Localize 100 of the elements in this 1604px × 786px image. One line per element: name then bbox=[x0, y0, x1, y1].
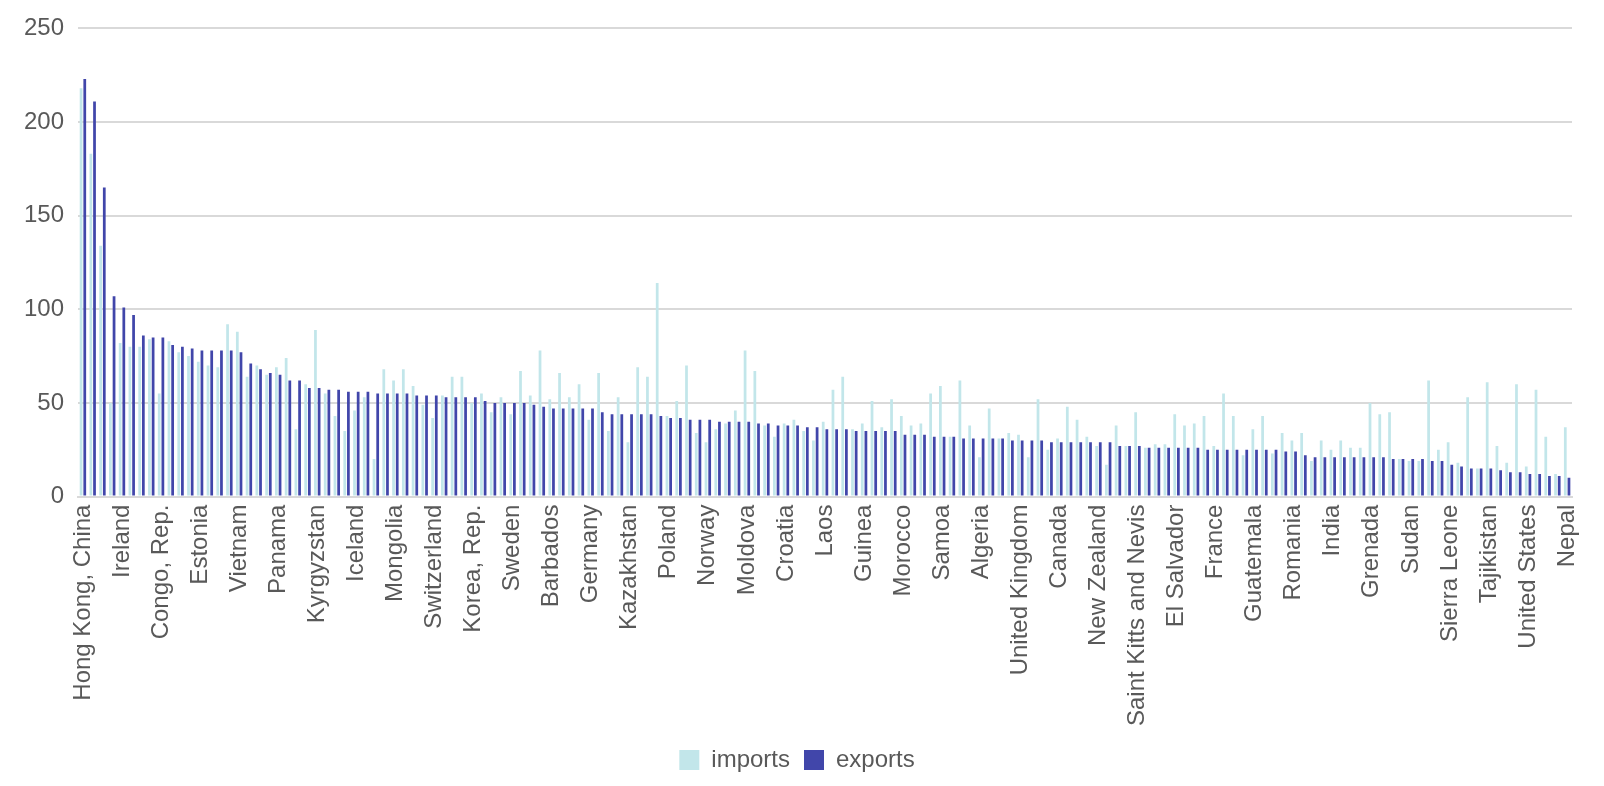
bar bbox=[1225, 449, 1229, 496]
x-tick-label: Guinea bbox=[848, 503, 876, 582]
bar bbox=[1118, 446, 1122, 496]
bar bbox=[1251, 429, 1255, 496]
bar bbox=[171, 344, 175, 496]
x-tick-label: Norway bbox=[692, 504, 720, 586]
bar bbox=[1095, 446, 1098, 496]
bar bbox=[1554, 474, 1557, 496]
bar bbox=[1343, 457, 1346, 496]
bar bbox=[841, 376, 845, 496]
bar bbox=[314, 329, 317, 496]
x-tick-label: El Salvador bbox=[1161, 504, 1189, 628]
bar bbox=[1280, 432, 1284, 496]
bar bbox=[932, 436, 936, 496]
bar bbox=[1476, 468, 1479, 496]
bar bbox=[259, 369, 262, 496]
bar bbox=[1499, 470, 1502, 496]
bar bbox=[1446, 442, 1450, 496]
bar bbox=[786, 425, 790, 496]
bar bbox=[181, 346, 184, 496]
bar bbox=[991, 438, 995, 496]
bar bbox=[1085, 436, 1089, 496]
bar bbox=[825, 429, 829, 496]
bar bbox=[89, 153, 93, 496]
x-tick-label: United States bbox=[1512, 504, 1540, 649]
bar bbox=[376, 393, 380, 496]
bar bbox=[489, 412, 493, 496]
bar bbox=[1427, 380, 1430, 496]
legend-label: imports bbox=[711, 744, 790, 772]
bar bbox=[401, 369, 405, 496]
bar bbox=[1294, 451, 1297, 496]
bar bbox=[679, 417, 682, 496]
bar bbox=[337, 389, 341, 496]
bar bbox=[558, 372, 561, 496]
x-tick-label: Algeria bbox=[965, 503, 993, 580]
y-tick-label: 250 bbox=[24, 13, 65, 41]
bar bbox=[1460, 466, 1463, 496]
bar bbox=[1303, 455, 1307, 496]
bar bbox=[1212, 446, 1216, 496]
bar bbox=[196, 361, 200, 496]
bar bbox=[561, 408, 565, 496]
x-tick-label: Estonia bbox=[184, 503, 212, 585]
bar bbox=[1333, 457, 1336, 496]
bar bbox=[962, 438, 965, 496]
bar bbox=[522, 402, 526, 496]
bar bbox=[1466, 397, 1470, 496]
bar bbox=[464, 397, 467, 496]
bar bbox=[1056, 438, 1059, 496]
bar bbox=[102, 187, 106, 496]
bar bbox=[1557, 475, 1561, 496]
bar bbox=[441, 395, 444, 496]
bar bbox=[109, 402, 112, 496]
y-tick-label: 150 bbox=[24, 200, 65, 228]
bar bbox=[1065, 406, 1069, 496]
bar bbox=[157, 393, 161, 496]
bar bbox=[805, 427, 809, 496]
bar bbox=[1245, 449, 1249, 496]
bar bbox=[288, 380, 292, 496]
bar bbox=[782, 423, 786, 496]
bar bbox=[978, 457, 981, 496]
bar bbox=[1505, 462, 1509, 496]
bar bbox=[1079, 442, 1083, 496]
bar bbox=[1382, 457, 1385, 496]
bar bbox=[255, 365, 259, 496]
bar bbox=[1231, 416, 1235, 496]
x-tick-label: Romania bbox=[1278, 503, 1306, 601]
bar bbox=[1378, 414, 1382, 496]
x-tick-label: Canada bbox=[1044, 503, 1071, 589]
bar bbox=[480, 393, 483, 496]
bar bbox=[161, 337, 165, 496]
bar bbox=[860, 423, 864, 496]
bar bbox=[812, 440, 815, 496]
bar bbox=[597, 372, 600, 496]
x-tick-label: Panama bbox=[262, 503, 290, 594]
bar bbox=[298, 380, 301, 496]
bar bbox=[919, 423, 923, 496]
x-tick-label: Saint Kitts and Nevis bbox=[1122, 504, 1150, 726]
bar bbox=[450, 376, 454, 496]
x-tick-label: Switzerland bbox=[419, 504, 447, 629]
bar bbox=[118, 343, 122, 496]
bar bbox=[591, 408, 594, 496]
x-tick-label: Nepal bbox=[1551, 504, 1579, 568]
x-tick-label: Sierra Leone bbox=[1434, 504, 1462, 642]
bar bbox=[235, 331, 239, 496]
bar bbox=[616, 397, 620, 496]
bar bbox=[226, 324, 229, 496]
x-tick-label: United Kingdom bbox=[1004, 504, 1032, 676]
bar bbox=[1059, 442, 1063, 496]
bar bbox=[1310, 460, 1313, 496]
x-tick-label: Guatemala bbox=[1239, 503, 1267, 622]
bar bbox=[268, 372, 272, 496]
bar bbox=[1026, 457, 1030, 496]
bar bbox=[968, 425, 972, 496]
bar bbox=[655, 283, 659, 496]
bar bbox=[1192, 423, 1196, 496]
x-tick-label: New Zealand bbox=[1083, 504, 1111, 646]
bar bbox=[343, 431, 347, 496]
bar bbox=[913, 434, 917, 496]
y-tick-label: 200 bbox=[24, 106, 65, 134]
x-tick-label: Vietnam bbox=[223, 504, 251, 593]
